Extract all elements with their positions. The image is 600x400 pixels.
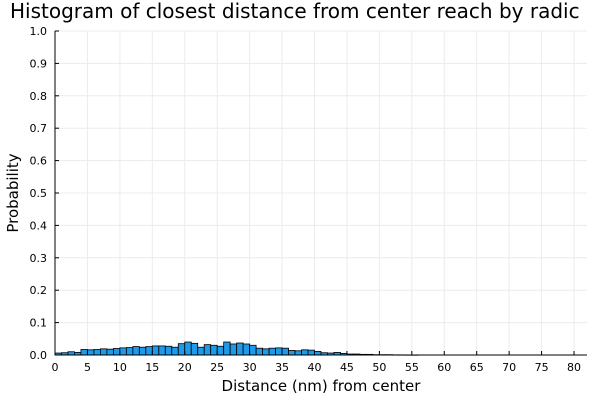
histogram-bar <box>307 349 315 356</box>
histogram-bar <box>236 342 244 356</box>
histogram-bar <box>281 347 289 356</box>
histogram-bar <box>242 343 251 356</box>
y-tick-label: 0.1 <box>30 317 48 330</box>
histogram-bar <box>262 348 270 356</box>
histogram-bar <box>184 341 192 356</box>
x-tick-label: 25 <box>210 361 224 374</box>
x-tick-label: 80 <box>567 361 581 374</box>
histogram-bar <box>268 347 276 356</box>
bars <box>54 341 419 356</box>
x-tick-label: 10 <box>113 361 127 374</box>
chart-title: Histogram of closest distance from cente… <box>10 0 580 23</box>
x-tick-label: 15 <box>145 361 159 374</box>
histogram-bar <box>203 344 212 356</box>
x-tick-label: 30 <box>243 361 257 374</box>
x-axis-label: Distance (nm) from center <box>222 377 422 395</box>
x-tick-label: 40 <box>308 361 322 374</box>
histogram-bar <box>255 347 264 356</box>
x-tick-label: 70 <box>502 361 516 374</box>
histogram-bar <box>87 349 95 356</box>
y-tick-label: 0.3 <box>30 252 48 265</box>
histogram-bar <box>164 345 173 356</box>
x-tick-label: 60 <box>437 361 451 374</box>
x-tick-label: 0 <box>52 361 59 374</box>
x-tick-label: 75 <box>535 361 549 374</box>
x-tick-label: 50 <box>372 361 386 374</box>
y-tick-label: 0.4 <box>30 219 48 232</box>
histogram-bar <box>138 346 147 356</box>
histogram-bar <box>80 349 88 356</box>
y-tick-label: 0.7 <box>30 122 48 135</box>
histogram-bar <box>229 343 238 356</box>
histogram-bar <box>301 349 309 356</box>
histogram-bar <box>190 342 199 356</box>
x-tick-label: 55 <box>405 361 419 374</box>
y-axis-label: Probability <box>4 153 22 232</box>
histogram-bar <box>145 346 153 356</box>
x-tick-label: 35 <box>275 361 289 374</box>
histogram-bar <box>171 346 179 356</box>
y-tick-label: 0.8 <box>30 90 48 103</box>
histogram-bar <box>151 345 160 356</box>
histogram-bar <box>294 350 302 356</box>
y-tick-label: 1.0 <box>30 25 48 38</box>
histogram-bar <box>210 344 218 356</box>
histogram-bar <box>223 341 231 356</box>
histogram-bar <box>158 345 166 356</box>
histogram-bar <box>249 344 257 356</box>
histogram-bar <box>93 349 101 356</box>
histogram-bar <box>314 351 322 356</box>
histogram-bar <box>275 347 283 356</box>
histogram-bar <box>125 347 134 356</box>
histogram-bar <box>112 348 121 356</box>
y-tick-label: 0.2 <box>30 284 48 297</box>
y-tick-label: 0.0 <box>30 349 48 362</box>
histogram-bar <box>197 346 205 356</box>
histogram-bar <box>177 343 186 356</box>
x-tick-label: 5 <box>84 361 91 374</box>
y-axis-ticks: 0.0 0.1 0.2 0.3 0.4 0.5 0.6 0.7 0.8 0.9 1.0 <box>30 25 59 362</box>
histogram-bar <box>132 346 140 356</box>
x-tick-label: 65 <box>470 361 484 374</box>
histogram-bar <box>119 347 127 356</box>
y-tick-label: 0.9 <box>30 57 48 70</box>
x-tick-label: 20 <box>178 361 192 374</box>
histogram-bar <box>100 348 108 356</box>
histogram-bar <box>216 345 225 356</box>
histogram-bar <box>106 348 114 356</box>
x-tick-label: 45 <box>340 361 354 374</box>
grid-lines <box>54 30 587 356</box>
histogram-bar <box>288 350 296 356</box>
y-tick-label: 0.5 <box>30 187 48 200</box>
y-tick-label: 0.6 <box>30 155 48 168</box>
x-axis-ticks: 0 5 10 15 20 25 30 35 40 45 50 55 60 65 70 75 80 <box>52 351 581 374</box>
